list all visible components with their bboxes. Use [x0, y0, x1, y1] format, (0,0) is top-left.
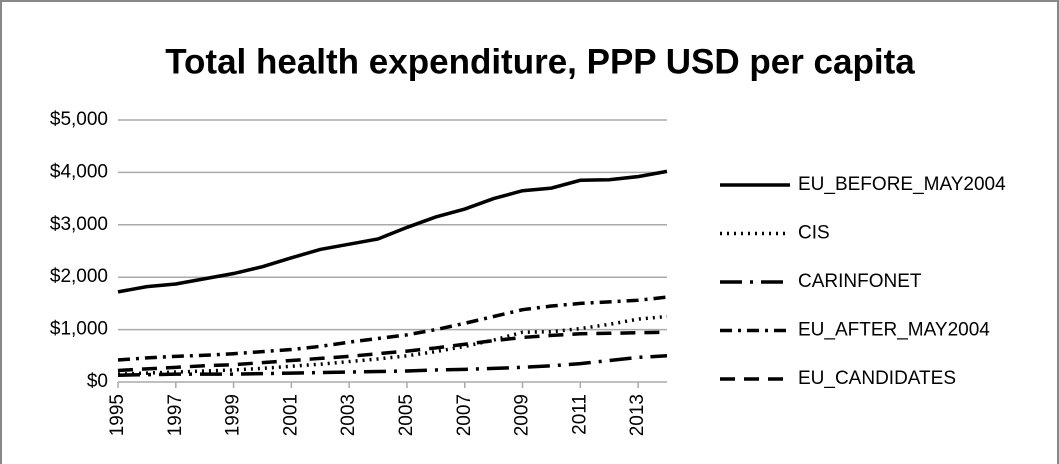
- legend-label: CARINFONET: [798, 271, 922, 292]
- series-line: [117, 354, 668, 377]
- x-tick-label: 2003: [338, 394, 359, 436]
- chart-title: Total health expenditure, PPP USD per ca…: [165, 42, 915, 81]
- y-tick-label: $3,000: [50, 214, 108, 235]
- x-tick-label: 2007: [454, 394, 475, 436]
- x-tick-label: 2001: [280, 394, 301, 436]
- x-tick-label: 1995: [107, 394, 128, 436]
- legend-label: EU_BEFORE_MAY2004: [798, 174, 1006, 195]
- legend-label: CIS: [798, 223, 830, 244]
- y-tick-label: $1,000: [50, 319, 108, 340]
- y-tick-label: $0: [87, 371, 108, 392]
- y-tick-label: $2,000: [50, 266, 108, 287]
- x-tick-label: 1997: [165, 394, 186, 436]
- y-tick-label: $4,000: [50, 161, 108, 182]
- series-line: [117, 314, 668, 376]
- series-line: [117, 295, 668, 362]
- x-tick-label: 2013: [627, 394, 648, 436]
- x-tick-label: 2005: [396, 394, 417, 436]
- x-tick-label: 2011: [569, 394, 590, 435]
- legend-label: EU_AFTER_MAY2004: [798, 320, 990, 341]
- x-tick-label: 2009: [512, 394, 533, 436]
- series-line: [117, 169, 668, 294]
- y-tick-label: $5,000: [50, 109, 108, 130]
- x-tick-label: 1999: [223, 394, 244, 436]
- series-line: [117, 330, 668, 373]
- legend-label: EU_CANDIDATES: [798, 368, 956, 389]
